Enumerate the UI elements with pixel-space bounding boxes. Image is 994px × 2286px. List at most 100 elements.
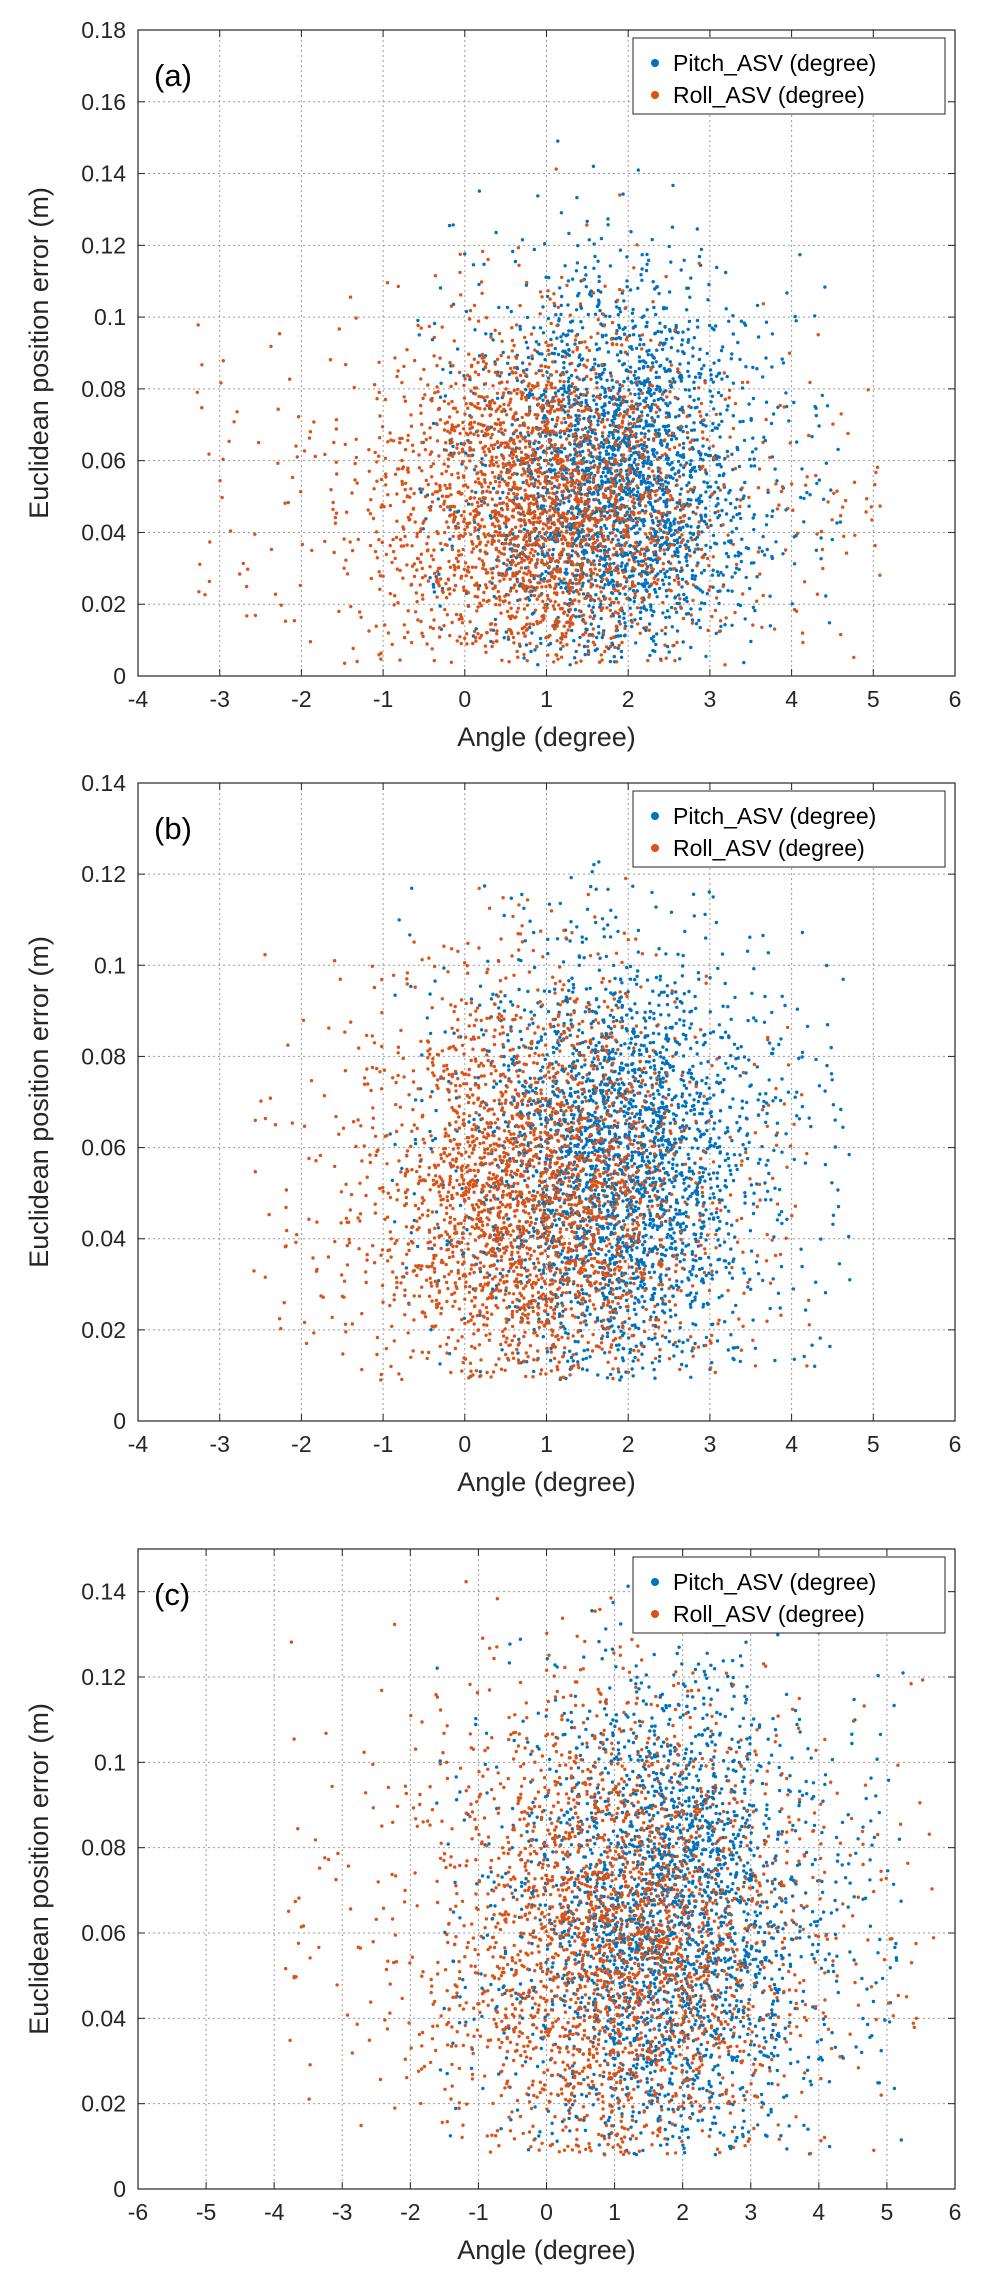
- scatter-point: [723, 663, 727, 667]
- scatter-point: [731, 414, 735, 418]
- scatter-point: [475, 406, 479, 410]
- scatter-point: [478, 549, 483, 553]
- scatter-point: [586, 442, 590, 446]
- scatter-point: [523, 335, 527, 340]
- scatter-point: [439, 541, 443, 546]
- scatter-point: [426, 383, 430, 387]
- scatter-point: [693, 375, 698, 379]
- scatter-point: [637, 334, 642, 338]
- scatter-point: [691, 598, 695, 603]
- scatter-point: [626, 376, 630, 381]
- scatter-point: [522, 527, 526, 531]
- scatter-point: [473, 583, 477, 587]
- scatter-point: [581, 449, 585, 454]
- scatter-point: [716, 573, 721, 577]
- scatter-point: [524, 494, 528, 498]
- scatter-point: [627, 575, 632, 579]
- scatter-point: [544, 538, 548, 543]
- scatter-point: [388, 543, 392, 548]
- scatter-point: [625, 279, 629, 283]
- scatter-point: [717, 601, 721, 606]
- scatter-point: [774, 540, 778, 544]
- scatter-point: [649, 531, 653, 536]
- scatter-point: [545, 294, 550, 299]
- scatter-point: [524, 643, 529, 647]
- scatter-point: [553, 468, 557, 472]
- scatter-point: [634, 346, 639, 350]
- scatter-point: [589, 622, 593, 626]
- scatter-point: [869, 505, 873, 509]
- scatter-point: [635, 484, 639, 488]
- scatter-point: [516, 553, 520, 557]
- scatter-point: [658, 527, 662, 531]
- scatter-point: [678, 597, 682, 601]
- scatter-point: [497, 595, 502, 599]
- scatter-point: [598, 308, 602, 313]
- scatter-point: [525, 616, 529, 620]
- scatter-point: [253, 532, 257, 536]
- scatter-point: [609, 476, 613, 480]
- scatter-point: [484, 543, 488, 547]
- scatter-point: [596, 259, 600, 263]
- scatter-point: [706, 525, 710, 529]
- scatter-point: [507, 487, 512, 492]
- scatter-point: [585, 460, 589, 464]
- scatter-point: [564, 634, 568, 639]
- scatter-point: [705, 437, 709, 442]
- scatter-point: [733, 466, 738, 471]
- scatter-point: [821, 566, 825, 571]
- scatter-point: [623, 543, 627, 548]
- scatter-point: [517, 642, 522, 646]
- scatter-point: [606, 223, 610, 227]
- scatter-point: [562, 366, 566, 370]
- scatter-point: [717, 629, 721, 634]
- scatter-point: [716, 509, 720, 513]
- scatter-point: [620, 640, 624, 645]
- scatter-point: [581, 592, 586, 596]
- scatter-point: [678, 544, 682, 549]
- scatter-point: [349, 604, 353, 609]
- scatter-point: [852, 480, 857, 484]
- scatter-point: [509, 309, 513, 314]
- scatter-point: [476, 504, 480, 508]
- scatter-point: [581, 613, 586, 617]
- scatter-point: [207, 579, 212, 584]
- scatter-point: [518, 431, 523, 435]
- scatter-point: [400, 479, 404, 484]
- scatter-point: [433, 274, 438, 278]
- scatter-point: [449, 437, 454, 441]
- scatter-point: [697, 261, 701, 266]
- scatter-point: [530, 631, 534, 635]
- scatter-point: [567, 494, 571, 498]
- scatter-point: [684, 555, 688, 560]
- scatter-point: [628, 365, 633, 369]
- scatter-point: [643, 435, 647, 439]
- scatter-point: [510, 614, 514, 618]
- scatter-point: [501, 432, 506, 436]
- scatter-point: [578, 512, 582, 516]
- scatter-point: [500, 533, 505, 538]
- scatter-point: [677, 601, 681, 606]
- scatter-point: [519, 396, 524, 401]
- scatter-point: [605, 437, 609, 441]
- scatter-point: [430, 500, 435, 504]
- scatter-point: [562, 380, 566, 384]
- scatter-point: [698, 375, 702, 380]
- scatter-point: [705, 481, 709, 485]
- scatter-point: [570, 329, 574, 333]
- scatter-point: [524, 597, 528, 601]
- scatter-point: [545, 488, 550, 492]
- scatter-point: [724, 616, 728, 620]
- scatter-point: [386, 631, 391, 635]
- scatter-point: [533, 513, 537, 517]
- scatter-point: [687, 388, 691, 392]
- scatter-point: [503, 479, 507, 483]
- scatter-point: [631, 574, 635, 578]
- scatter-point: [498, 579, 502, 583]
- scatter-point: [479, 280, 484, 284]
- scatter-point: [654, 375, 658, 380]
- scatter-point: [663, 424, 667, 429]
- scatter-point: [630, 434, 635, 439]
- scatter-point: [598, 396, 602, 401]
- scatter-point: [585, 502, 590, 506]
